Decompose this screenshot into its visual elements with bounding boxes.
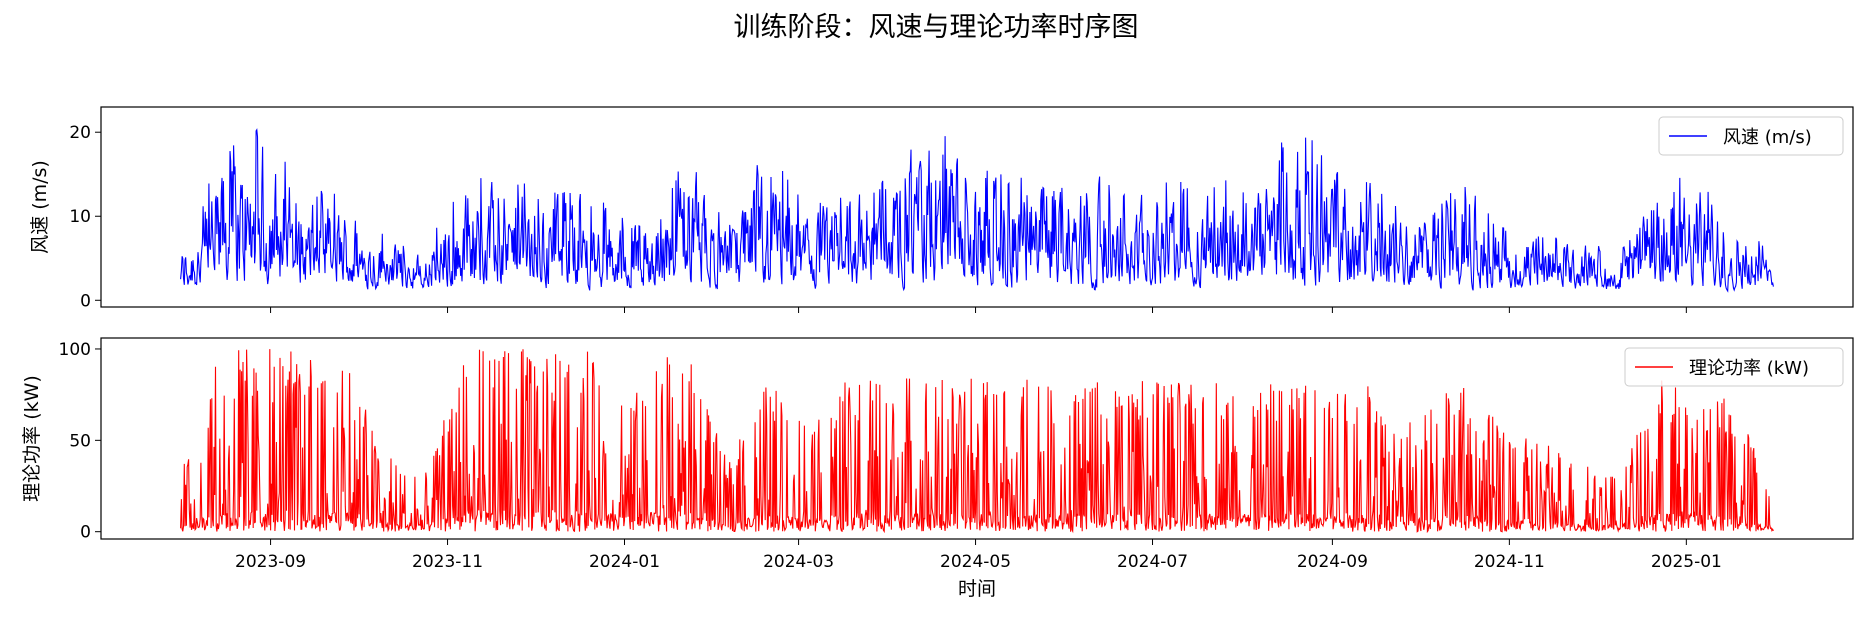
series-line-power	[180, 349, 1774, 534]
legend-box	[1624, 347, 1844, 387]
y-axis-label: 风速 (m/s)	[29, 160, 51, 254]
axes-frame	[100, 106, 1854, 308]
x-tick-label: 2025-01	[1651, 552, 1722, 572]
legend-label: 风速 (m/s)	[1723, 127, 1812, 148]
series-line-wind-speed	[180, 128, 1774, 293]
power-axes: 0 50 100 2023-09 2023-11 2024-01 2024-03 2024-0…	[21, 337, 1854, 600]
y-tick-label: 0	[80, 523, 91, 543]
x-tick-label: 2024-09	[1297, 552, 1368, 572]
x-tick-label: 2024-01	[589, 552, 660, 572]
legend-label: 理论功率 (kW)	[1689, 358, 1809, 379]
x-tick-label: 2023-11	[412, 552, 483, 572]
wind-speed-axes: 0 10 20 风速 (m/s) 风速 (m/s)	[29, 106, 1854, 313]
x-tick-label: 2024-07	[1117, 552, 1188, 572]
y-axis-label: 理论功率 (kW)	[21, 375, 43, 502]
x-tick-label: 2024-05	[940, 552, 1011, 572]
y-tick-label: 0	[80, 291, 91, 311]
x-tick-label: 2024-11	[1474, 552, 1545, 572]
y-tick-label: 20	[69, 123, 91, 143]
y-tick-label: 100	[59, 340, 91, 360]
x-axis-label: 时间	[958, 578, 996, 600]
y-tick-label: 10	[69, 207, 91, 227]
x-tick-label: 2024-03	[763, 552, 834, 572]
figure-title: 训练阶段：风速与理论功率时序图	[734, 12, 1139, 43]
legend-box	[1658, 116, 1844, 156]
x-tick-label: 2023-09	[235, 552, 306, 572]
y-tick-label: 50	[69, 431, 91, 451]
axes-frame	[100, 337, 1854, 540]
